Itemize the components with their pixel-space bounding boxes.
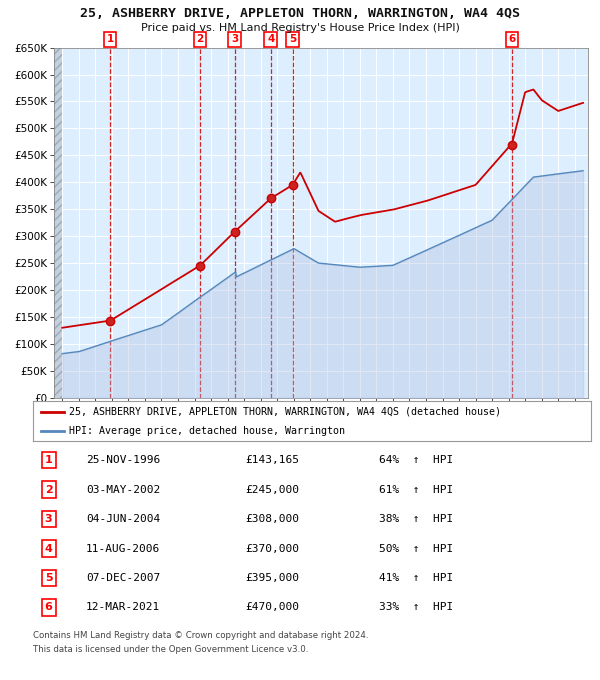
Text: 3: 3 [231,34,238,44]
Text: 5: 5 [289,34,296,44]
Text: 25-NOV-1996: 25-NOV-1996 [86,455,160,465]
Text: Contains HM Land Registry data © Crown copyright and database right 2024.: Contains HM Land Registry data © Crown c… [33,631,368,640]
Text: £470,000: £470,000 [245,602,299,613]
Text: 25, ASHBERRY DRIVE, APPLETON THORN, WARRINGTON, WA4 4QS (detached house): 25, ASHBERRY DRIVE, APPLETON THORN, WARR… [69,407,501,417]
Text: Price paid vs. HM Land Registry's House Price Index (HPI): Price paid vs. HM Land Registry's House … [140,23,460,33]
Text: 25, ASHBERRY DRIVE, APPLETON THORN, WARRINGTON, WA4 4QS: 25, ASHBERRY DRIVE, APPLETON THORN, WARR… [80,7,520,20]
Text: 6: 6 [44,602,53,613]
Text: 3: 3 [45,514,52,524]
Text: 2: 2 [196,34,203,44]
Text: 04-JUN-2004: 04-JUN-2004 [86,514,160,524]
Text: 12-MAR-2021: 12-MAR-2021 [86,602,160,613]
Text: £143,165: £143,165 [245,455,299,465]
Text: 2: 2 [45,485,52,494]
Text: 11-AUG-2006: 11-AUG-2006 [86,543,160,554]
Text: 33%  ↑  HPI: 33% ↑ HPI [379,602,453,613]
Text: £370,000: £370,000 [245,543,299,554]
Text: 6: 6 [508,34,515,44]
Text: 5: 5 [45,573,52,583]
Text: 1: 1 [45,455,52,465]
Text: 50%  ↑  HPI: 50% ↑ HPI [379,543,453,554]
Text: £308,000: £308,000 [245,514,299,524]
Text: 03-MAY-2002: 03-MAY-2002 [86,485,160,494]
Text: 07-DEC-2007: 07-DEC-2007 [86,573,160,583]
Text: This data is licensed under the Open Government Licence v3.0.: This data is licensed under the Open Gov… [33,645,308,653]
Text: HPI: Average price, detached house, Warrington: HPI: Average price, detached house, Warr… [69,426,345,436]
Bar [54,48,62,398]
Text: £245,000: £245,000 [245,485,299,494]
Text: 4: 4 [44,543,53,554]
Text: 64%  ↑  HPI: 64% ↑ HPI [379,455,453,465]
Text: 1: 1 [107,34,114,44]
Text: £395,000: £395,000 [245,573,299,583]
Text: 38%  ↑  HPI: 38% ↑ HPI [379,514,453,524]
Text: 4: 4 [267,34,274,44]
Text: 61%  ↑  HPI: 61% ↑ HPI [379,485,453,494]
Text: 41%  ↑  HPI: 41% ↑ HPI [379,573,453,583]
